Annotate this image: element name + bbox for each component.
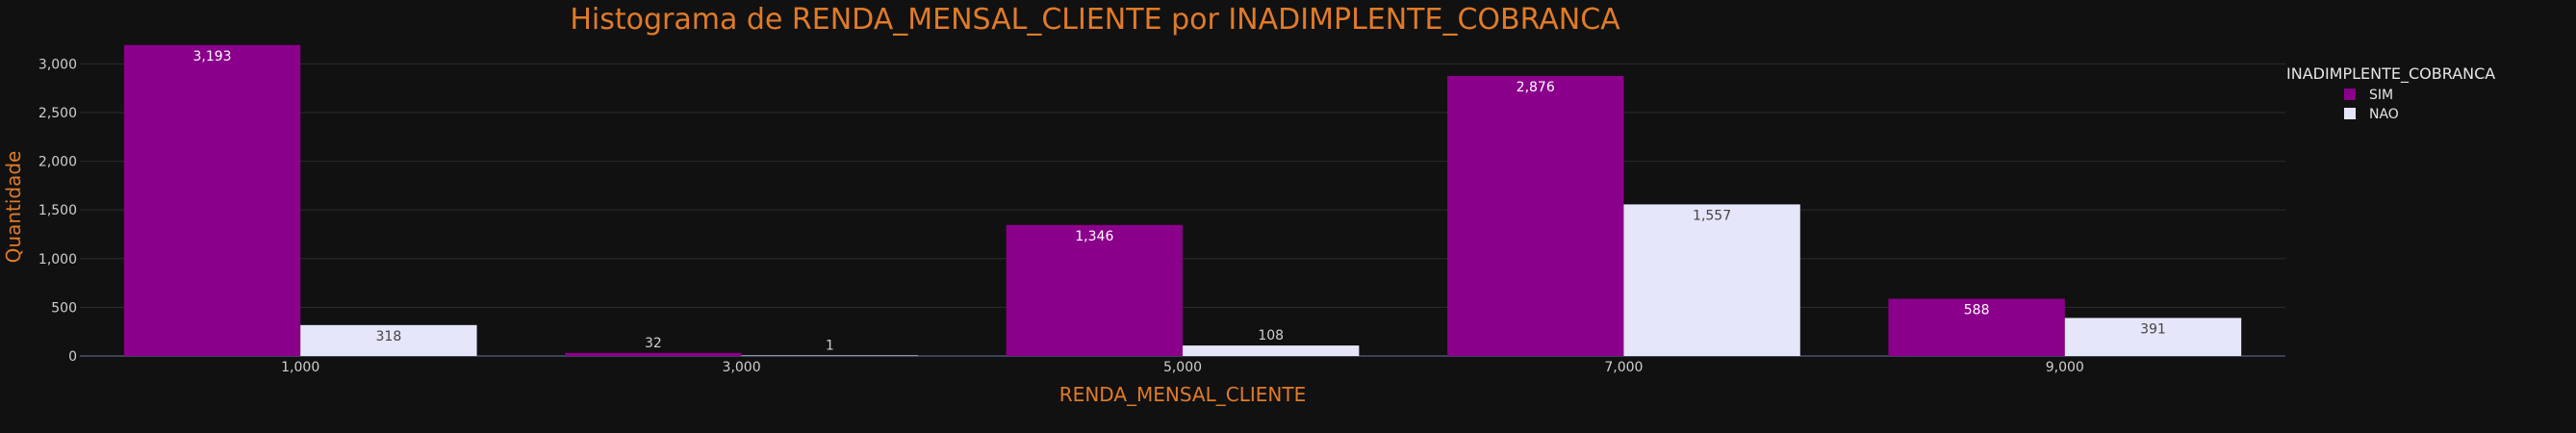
bar-value-label: 1,557 — [1693, 208, 1731, 223]
x-axis-title: RENDA_MENSAL_CLIENTE — [1059, 383, 1306, 406]
y-tick-label: 2,000 — [38, 155, 77, 170]
x-tick-label: 3,000 — [723, 360, 761, 375]
y-axis-ticks: 0 500 1,000 1,500 2,000 2,500 3,000 — [38, 57, 77, 365]
bar-sim — [1888, 298, 2065, 356]
x-tick-label: 1,000 — [281, 360, 319, 375]
bar-nao — [1623, 204, 1800, 356]
legend-swatch-nao — [2344, 108, 2356, 119]
legend-item-sim[interactable]: SIM — [2369, 88, 2393, 103]
bar-value-label: 2,876 — [1517, 80, 1555, 95]
bar-sim — [1006, 224, 1183, 356]
chart-title: Histograma de RENDA_MENSAL_CLIENTE por I… — [570, 3, 1620, 37]
bar-value-label: 1,346 — [1075, 229, 1113, 244]
y-tick-label: 3,000 — [38, 57, 77, 72]
bar-value-label: 391 — [2140, 321, 2166, 337]
x-tick-label: 7,000 — [1604, 360, 1643, 375]
bar-nao — [1183, 345, 1360, 356]
y-tick-label: 2,500 — [38, 106, 77, 121]
legend-item-nao[interactable]: NAO — [2369, 107, 2399, 122]
y-axis-title: Quantidade — [2, 151, 25, 264]
y-tick-label: 1,000 — [38, 252, 77, 267]
bar-sim — [1447, 75, 1624, 356]
bar-nao — [300, 324, 477, 356]
bar-sim — [123, 44, 301, 356]
x-tick-label: 5,000 — [1163, 360, 1202, 375]
y-tick-label: 500 — [51, 300, 77, 316]
y-tick-label: 1,500 — [38, 203, 77, 218]
bar-value-label: 32 — [645, 336, 662, 351]
bar-sim — [565, 352, 742, 356]
legend: INADIMPLENTE_COBRANCA SIM NAO — [2286, 64, 2495, 122]
x-tick-label: 9,000 — [2046, 360, 2084, 375]
bar-value-label: 1 — [826, 339, 834, 354]
bar-value-label: 108 — [1258, 328, 1284, 344]
legend-title: INADIMPLENTE_COBRANCA — [2286, 64, 2495, 84]
bar-nao — [741, 355, 918, 356]
bar-value-label: 3,193 — [192, 49, 231, 64]
bars — [123, 44, 2242, 356]
bar-labels: 3,193 318 32 1 1,346 108 2,876 1,557 588 391 — [192, 49, 2165, 354]
x-axis-ticks: 1,000 3,000 5,000 7,000 9,000 — [281, 360, 2084, 375]
y-tick-label: 0 — [68, 349, 77, 365]
legend-swatch-sim — [2344, 89, 2356, 100]
bar-value-label: 588 — [1964, 302, 1990, 318]
bar-value-label: 318 — [376, 329, 402, 344]
bar-nao — [2064, 318, 2242, 356]
